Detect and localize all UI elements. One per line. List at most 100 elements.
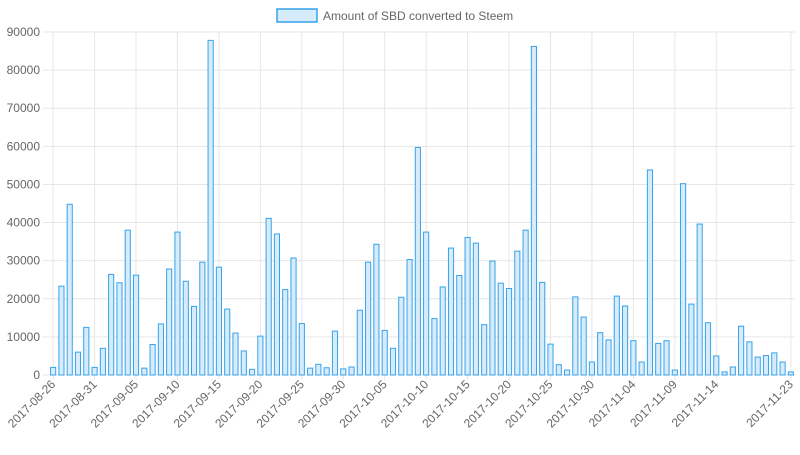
bar[interactable]: 2017-11-22: 3400 — [779, 361, 786, 376]
y-tick-label: 30000 — [7, 254, 41, 268]
bar[interactable]: 2017-09-15: 28300 — [215, 266, 222, 376]
bar[interactable]: 2017-09-16: 17300 — [224, 308, 231, 376]
bar[interactable]: 2017-09-02: 26400 — [108, 273, 115, 376]
bar[interactable]: 2017-11-03: 18100 — [622, 305, 629, 376]
bar[interactable]: 2017-11-18: 8700 — [746, 341, 753, 376]
bar[interactable]: 2017-10-16: 34600 — [472, 242, 479, 376]
bar[interactable]: 2017-09-14: 87800 — [207, 39, 214, 376]
bar[interactable]: 2017-10-01: 2100 — [348, 366, 355, 376]
bar[interactable]: 2017-10-24: 24300 — [539, 281, 546, 376]
bar[interactable]: 2017-10-20: 22700 — [505, 287, 513, 376]
bar[interactable]: 2017-11-09: 1300 — [671, 369, 678, 376]
bar[interactable]: 2017-09-06: 1800 — [141, 367, 148, 376]
bar[interactable]: 2017-08-27: 23300 — [58, 285, 65, 376]
bar[interactable]: 2017-09-30: 1600 — [340, 368, 347, 376]
bar[interactable]: 2017-09-12: 18000 — [190, 305, 198, 376]
bar[interactable]: 2017-10-15: 36100 — [464, 236, 471, 376]
bar[interactable]: 2017-11-21: 5800 — [771, 352, 778, 376]
bar[interactable]: 2017-09-08: 13400 — [157, 323, 164, 376]
bar[interactable]: 2017-10-29: 15200 — [580, 316, 587, 376]
bar[interactable]: 2017-09-10: 37500 — [174, 231, 181, 376]
bar[interactable]: 2017-09-18: 6300 — [240, 350, 247, 376]
bar[interactable]: 2017-08-31: 2000 — [91, 366, 98, 376]
bar[interactable]: 2017-10-06: 7000 — [389, 347, 397, 376]
bar[interactable]: 2017-11-01: 9200 — [605, 339, 612, 376]
bar[interactable]: 2017-11-04: 9000 — [630, 340, 637, 376]
bar[interactable]: 2017-09-13: 29600 — [199, 261, 206, 376]
bar[interactable]: 2017-10-03: 29600 — [365, 261, 372, 376]
bar[interactable]: 2017-09-29: 11500 — [331, 330, 339, 376]
bar[interactable]: 2017-10-23: 86200 — [530, 45, 537, 376]
bar[interactable]: 2017-11-19: 4700 — [754, 356, 761, 376]
bar[interactable]: 2017-09-21: 41100 — [265, 217, 272, 376]
bar[interactable]: 2017-10-31: 11100 — [597, 332, 604, 376]
bar[interactable]: 2017-09-24: 30700 — [290, 257, 297, 376]
bar[interactable]: 2017-11-20: 5100 — [762, 355, 770, 376]
y-tick-label: 60000 — [7, 139, 41, 153]
bar[interactable]: 2017-10-04: 34300 — [373, 243, 380, 376]
bar[interactable]: 2017-09-23: 22400 — [282, 289, 289, 376]
bar[interactable]: 2017-09-22: 37000 — [273, 233, 281, 376]
bar[interactable]: 2017-11-23: 800 — [787, 371, 794, 376]
bar[interactable]: 2017-09-07: 8000 — [149, 344, 156, 376]
legend-swatch[interactable] — [276, 8, 318, 23]
bar[interactable]: 2017-10-08: 30300 — [406, 259, 413, 376]
bar[interactable]: 2017-08-28: 44800 — [66, 203, 73, 376]
bar[interactable]: 2017-09-28: 1900 — [323, 367, 330, 376]
bar[interactable]: 2017-09-09: 27800 — [166, 268, 173, 376]
bar[interactable]: 2017-09-05: 26200 — [132, 274, 140, 376]
bar[interactable]: 2017-11-16: 2100 — [729, 366, 736, 376]
bar[interactable]: 2017-11-12: 39600 — [696, 223, 703, 376]
bar[interactable]: 2017-09-25: 13500 — [298, 323, 305, 376]
bar[interactable]: 2017-11-02: 20700 — [613, 295, 620, 376]
bar[interactable]: 2017-10-12: 23100 — [439, 286, 446, 376]
bar[interactable]: 2017-08-29: 6000 — [74, 351, 82, 376]
bar[interactable]: 2017-11-15: 800 — [721, 371, 728, 376]
bar[interactable]: 2017-08-26: 2000 — [50, 366, 57, 376]
bar[interactable]: 2017-09-01: 7000 — [99, 347, 106, 376]
bar[interactable]: 2017-11-14: 5000 — [713, 355, 720, 376]
bar[interactable]: 2017-10-25: 8100 — [547, 343, 554, 376]
bar[interactable]: 2017-10-17: 13200 — [481, 324, 488, 376]
bar[interactable]: 2017-10-26: 2700 — [555, 364, 562, 376]
bar[interactable]: 2017-10-14: 26100 — [456, 275, 463, 376]
bar[interactable]: 2017-09-04: 38000 — [124, 229, 131, 376]
bar[interactable]: 2017-10-22: 38000 — [522, 229, 529, 376]
bar[interactable]: 2017-09-27: 2800 — [315, 363, 322, 376]
bar[interactable]: 2017-09-17: 11000 — [232, 332, 239, 376]
bar[interactable]: 2017-10-11: 14800 — [431, 318, 438, 376]
bar[interactable]: 2017-10-13: 33300 — [447, 247, 455, 376]
bar[interactable]: 2017-11-06: 53800 — [646, 169, 654, 376]
y-tick-label: 70000 — [7, 101, 41, 115]
bar[interactable]: 2017-10-10: 37500 — [423, 231, 430, 376]
bar[interactable]: 2017-09-20: 10200 — [257, 335, 264, 376]
bar[interactable]: 2017-10-27: 1300 — [563, 369, 571, 376]
bar[interactable]: 2017-10-02: 17000 — [356, 309, 363, 376]
bar[interactable]: 2017-11-17: 12800 — [738, 325, 745, 376]
bar[interactable]: 2017-10-09: 59700 — [414, 146, 421, 376]
bar[interactable]: 2017-09-19: 1500 — [249, 368, 256, 376]
bar[interactable]: 2017-09-11: 24600 — [182, 280, 189, 376]
bar[interactable]: 2017-11-11: 18600 — [688, 303, 695, 376]
legend[interactable]: Amount of SBD converted to Steem — [276, 8, 513, 23]
bar[interactable]: 2017-09-03: 24200 — [116, 282, 123, 376]
bar[interactable]: 2017-11-13: 13700 — [704, 322, 712, 376]
bars: 2017-08-26: 20002017-08-27: 233002017-08… — [50, 39, 794, 376]
bar[interactable]: 2017-10-18: 29900 — [489, 260, 496, 376]
legend-label[interactable]: Amount of SBD converted to Steem — [323, 9, 513, 23]
bar[interactable]: 2017-09-26: 1800 — [307, 367, 314, 376]
y-tick-label: 90000 — [7, 25, 41, 39]
bar[interactable]: 2017-10-07: 20400 — [398, 296, 405, 376]
bar[interactable]: 2017-10-28: 20500 — [572, 296, 579, 376]
y-tick-label: 50000 — [7, 177, 41, 191]
bar[interactable]: 2017-10-05: 11700 — [381, 329, 388, 376]
bar[interactable]: 2017-10-21: 32500 — [514, 250, 521, 376]
bar[interactable]: 2017-10-30: 3400 — [588, 361, 595, 376]
bar[interactable]: 2017-11-08: 9000 — [663, 340, 670, 376]
bar[interactable]: 2017-08-30: 12500 — [83, 326, 90, 376]
bar[interactable]: 2017-10-19: 24100 — [497, 282, 504, 376]
bar[interactable]: 2017-11-10: 50200 — [680, 183, 687, 376]
bar[interactable]: 2017-11-07: 8300 — [655, 342, 662, 376]
bar[interactable]: 2017-11-05: 3400 — [638, 361, 645, 376]
y-tick-label: 20000 — [7, 292, 41, 306]
